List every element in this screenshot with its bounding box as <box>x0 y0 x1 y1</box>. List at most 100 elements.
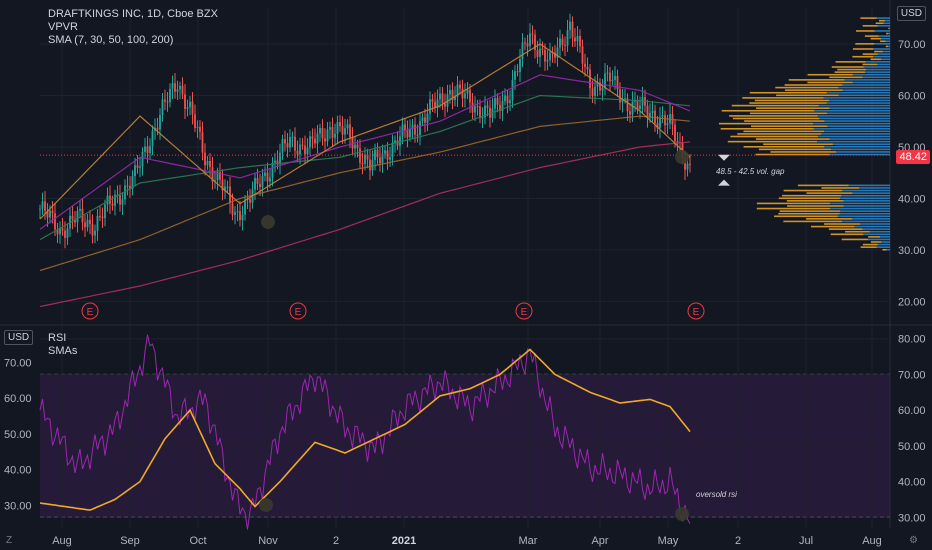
candle-body <box>176 89 179 92</box>
candle-body <box>191 101 194 115</box>
candle-body <box>166 101 169 103</box>
vpvr-bar-down <box>881 58 890 61</box>
rsi-left-tick-label: 70.00 <box>4 357 32 369</box>
candle-body <box>384 150 386 154</box>
candle-body <box>76 210 79 223</box>
rsi-subtitle: SMAs <box>48 345 78 357</box>
vpvr-bar-up <box>755 138 830 140</box>
rsi-tick-label: 30.00 <box>898 512 926 524</box>
currency-badge[interactable]: USD <box>896 6 926 21</box>
vpvr-bar-up <box>807 73 853 76</box>
vpvr-bar-down <box>878 35 890 37</box>
candle-body <box>469 89 471 103</box>
candle-body <box>614 76 616 80</box>
highlight-circle <box>675 507 689 521</box>
vpvr-bar-down <box>880 236 890 238</box>
gear-icon[interactable]: ⚙ <box>909 535 918 546</box>
vpvr-bar-down <box>821 133 890 135</box>
candle-body <box>571 21 574 38</box>
rsi-tick-label: 70.00 <box>898 369 926 381</box>
candle-body <box>129 185 131 189</box>
x-tick-label: Jul <box>799 535 813 547</box>
candle-body <box>171 83 174 89</box>
vpvr-bar-up <box>732 117 820 120</box>
vpvr-bar-up <box>749 91 827 94</box>
candle-body <box>236 211 239 213</box>
candle-body <box>244 199 246 215</box>
vpvr-bar-down <box>827 125 890 127</box>
candle-body <box>361 162 364 164</box>
highlight-circle <box>675 150 689 164</box>
vpvr-bar-down <box>839 212 890 215</box>
candle-body <box>529 33 531 47</box>
candle-body <box>234 212 236 215</box>
vpvr-bar-down <box>842 89 890 91</box>
candle-body <box>639 105 641 110</box>
candle-body <box>631 101 634 115</box>
vpvr-bar-down <box>863 66 890 68</box>
highlight-circle <box>259 498 273 512</box>
x-tick-label: Oct <box>189 535 206 547</box>
candle-body <box>454 96 456 101</box>
vpvr-bar-up <box>841 238 869 241</box>
earnings-marker <box>687 302 705 320</box>
candle-body <box>559 38 561 48</box>
candle-body <box>489 107 491 118</box>
candle-body <box>514 71 516 80</box>
earnings-marker <box>81 302 99 320</box>
vpvr-bar-down <box>843 205 890 207</box>
candle-body <box>319 128 321 134</box>
x-tick-label: 2021 <box>392 535 416 547</box>
vpvr-bar-down <box>877 25 890 27</box>
candle-body <box>449 90 451 95</box>
candle-body <box>39 208 41 210</box>
candle-body <box>344 128 346 135</box>
vpvr-bar-up <box>852 55 874 58</box>
vpvr-bar-down <box>862 76 890 79</box>
vpvr-bar-down <box>836 151 890 153</box>
candle-body <box>461 88 464 99</box>
candle-body <box>616 76 619 90</box>
candle-body <box>479 106 481 118</box>
candle-body <box>231 203 234 215</box>
timezone-icon[interactable]: Z <box>6 535 13 546</box>
vpvr-bar-down <box>874 30 890 32</box>
candle-body <box>444 103 446 107</box>
candle-body <box>296 150 299 155</box>
sma-30-line <box>39 74 691 230</box>
vpvr-bar-up <box>862 63 878 66</box>
candle-body <box>281 139 284 153</box>
candle-body <box>476 106 479 108</box>
candle-body <box>656 123 659 128</box>
vpvr-bar-down <box>837 215 890 218</box>
highlight-circle <box>261 215 275 229</box>
candle-body <box>626 98 629 112</box>
candle-body <box>196 126 199 128</box>
candle-body <box>121 199 124 205</box>
candle-body <box>149 146 151 153</box>
candle-body <box>141 151 144 167</box>
vpvr-bar-down <box>829 138 890 140</box>
candle-body <box>279 152 281 165</box>
rsi-currency-badge[interactable]: USD <box>4 330 34 345</box>
candle-body <box>619 89 621 103</box>
candle-body <box>316 133 319 144</box>
candle-body <box>359 148 361 163</box>
candle-body <box>581 46 584 64</box>
candle-body <box>79 208 81 211</box>
indicator-sma: SMA (7, 30, 50, 100, 200) <box>48 34 174 46</box>
x-tick-label: Aug <box>52 535 72 547</box>
earnings-marker <box>289 302 307 320</box>
candle-body <box>429 99 431 114</box>
vpvr-bar-down <box>883 22 890 25</box>
candle-body <box>661 115 664 118</box>
oversold-label: oversold rsi <box>696 490 737 499</box>
candle-body <box>356 144 359 149</box>
candle-body <box>649 112 651 118</box>
vpvr-bar-down <box>840 210 890 212</box>
candle-body <box>104 204 106 219</box>
candle-body <box>684 158 686 170</box>
vpvr-bar-up <box>743 130 825 133</box>
candle-body <box>321 128 324 139</box>
